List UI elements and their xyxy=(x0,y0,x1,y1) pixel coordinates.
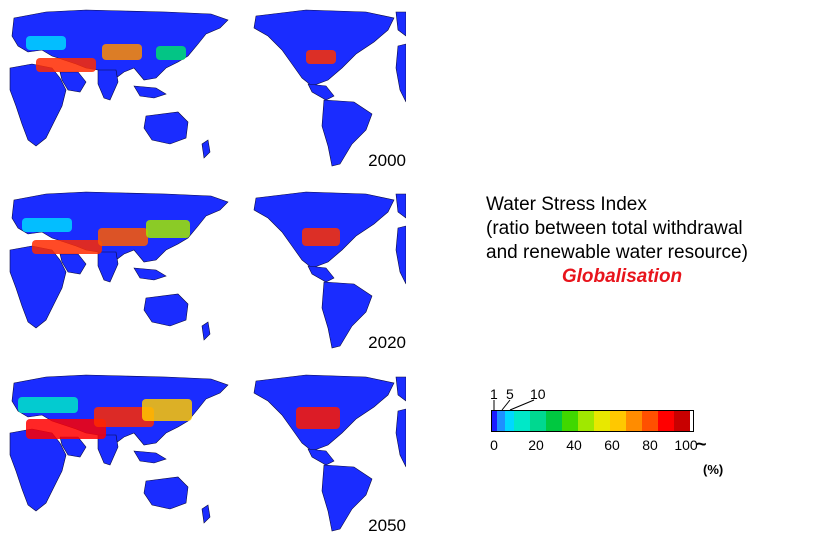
tick-label-80: 80 xyxy=(642,437,658,453)
tick-label-60: 60 xyxy=(604,437,620,453)
stress-region xyxy=(26,419,106,439)
color-bar-cell xyxy=(610,410,626,432)
color-bar-frame xyxy=(491,410,694,432)
legend-label-10: 10 xyxy=(530,386,546,402)
landmass-australia xyxy=(143,293,189,327)
map-panel-2020: 2020 xyxy=(6,188,406,353)
landmass-eurasia xyxy=(11,191,229,263)
landmass-north-america xyxy=(253,9,395,87)
color-scale-legend: 1 5 10 0 20 40 60 80 100 ~ (%) xyxy=(488,386,728,486)
landmass-new-zealand xyxy=(201,321,211,341)
stress-region xyxy=(98,228,148,246)
landmass-india xyxy=(97,69,119,101)
stress-region xyxy=(36,58,96,72)
color-bar-cell xyxy=(594,410,610,432)
overflow-symbol: ~ xyxy=(696,434,707,454)
landmass-south-america xyxy=(321,281,373,349)
legend-title-line-2: (ratio between total withdrawal xyxy=(486,218,743,239)
landmass-se-asia xyxy=(133,267,167,281)
world-map-2000 xyxy=(9,9,406,167)
landmass-central-america xyxy=(307,83,335,101)
landmass-africa xyxy=(9,428,67,512)
color-bar-cell xyxy=(530,410,546,432)
unit-label: (%) xyxy=(703,462,724,477)
world-map-2050 xyxy=(9,374,406,532)
stress-region xyxy=(94,407,154,427)
legend-title: Water Stress Index (ratio between total … xyxy=(486,193,821,289)
stress-region xyxy=(156,46,186,60)
landmass-se-asia xyxy=(133,450,167,464)
landmass-greenland xyxy=(395,376,406,402)
year-label-2050: 2050 xyxy=(368,516,406,535)
stress-region xyxy=(102,44,142,60)
landmass-australia xyxy=(143,111,189,145)
tick-label-20: 20 xyxy=(528,437,544,453)
landmass-africa xyxy=(9,245,67,329)
stress-region xyxy=(302,228,340,246)
map-panel-2050: 2050 xyxy=(6,371,406,536)
landmass-europe-edge xyxy=(395,408,406,468)
stress-region xyxy=(146,220,190,238)
color-bar-cell xyxy=(514,410,530,432)
tick-label-100: 100 xyxy=(674,437,698,453)
year-label-2000: 2000 xyxy=(368,151,406,170)
color-bar-cell xyxy=(658,410,674,432)
color-bar-cell xyxy=(674,410,690,432)
year-label-2020: 2020 xyxy=(368,333,406,352)
stress-region xyxy=(32,240,102,254)
legend-title-line-1: Water Stress Index xyxy=(486,194,647,215)
stress-region xyxy=(22,218,72,232)
landmass-south-america xyxy=(321,99,373,167)
legend-label-5: 5 xyxy=(506,386,514,402)
landmass-south-america xyxy=(321,464,373,532)
color-bar-cell xyxy=(626,410,642,432)
color-bar-cell xyxy=(491,410,497,432)
legend-label-1: 1 xyxy=(490,386,498,402)
legend-leader-lines xyxy=(493,399,535,411)
landmass-greenland xyxy=(395,11,406,37)
color-bar-cell xyxy=(578,410,594,432)
landmass-new-zealand xyxy=(201,504,211,524)
color-bar-cell xyxy=(642,410,658,432)
color-bar-cell xyxy=(546,410,562,432)
landmass-australia xyxy=(143,476,189,510)
landmass-india xyxy=(97,434,119,466)
stress-region xyxy=(18,397,78,413)
landmass-india xyxy=(97,251,119,283)
stress-region xyxy=(306,50,336,64)
landmass-greenland xyxy=(395,193,406,219)
landmass-central-america xyxy=(307,265,335,283)
landmass-europe-edge xyxy=(395,225,406,285)
color-bar-cell xyxy=(497,410,505,432)
landmass-europe-edge xyxy=(395,43,406,103)
tick-label-40: 40 xyxy=(566,437,582,453)
stress-region xyxy=(142,399,192,421)
stress-region xyxy=(26,36,66,50)
color-bar-cell xyxy=(505,410,514,432)
scenario-label: Globalisation xyxy=(561,266,683,287)
legend-title-line-3: and renewable water resource) xyxy=(486,242,748,263)
world-map-2020 xyxy=(9,191,406,349)
landmass-africa xyxy=(9,63,67,147)
landmass-se-asia xyxy=(133,85,167,99)
stress-region xyxy=(296,407,340,429)
tick-label-0: 0 xyxy=(490,437,498,453)
landmass-new-zealand xyxy=(201,139,211,159)
map-panel-2000: 2000 xyxy=(6,6,406,171)
color-bar-cell xyxy=(562,410,578,432)
landmass-central-america xyxy=(307,448,335,466)
